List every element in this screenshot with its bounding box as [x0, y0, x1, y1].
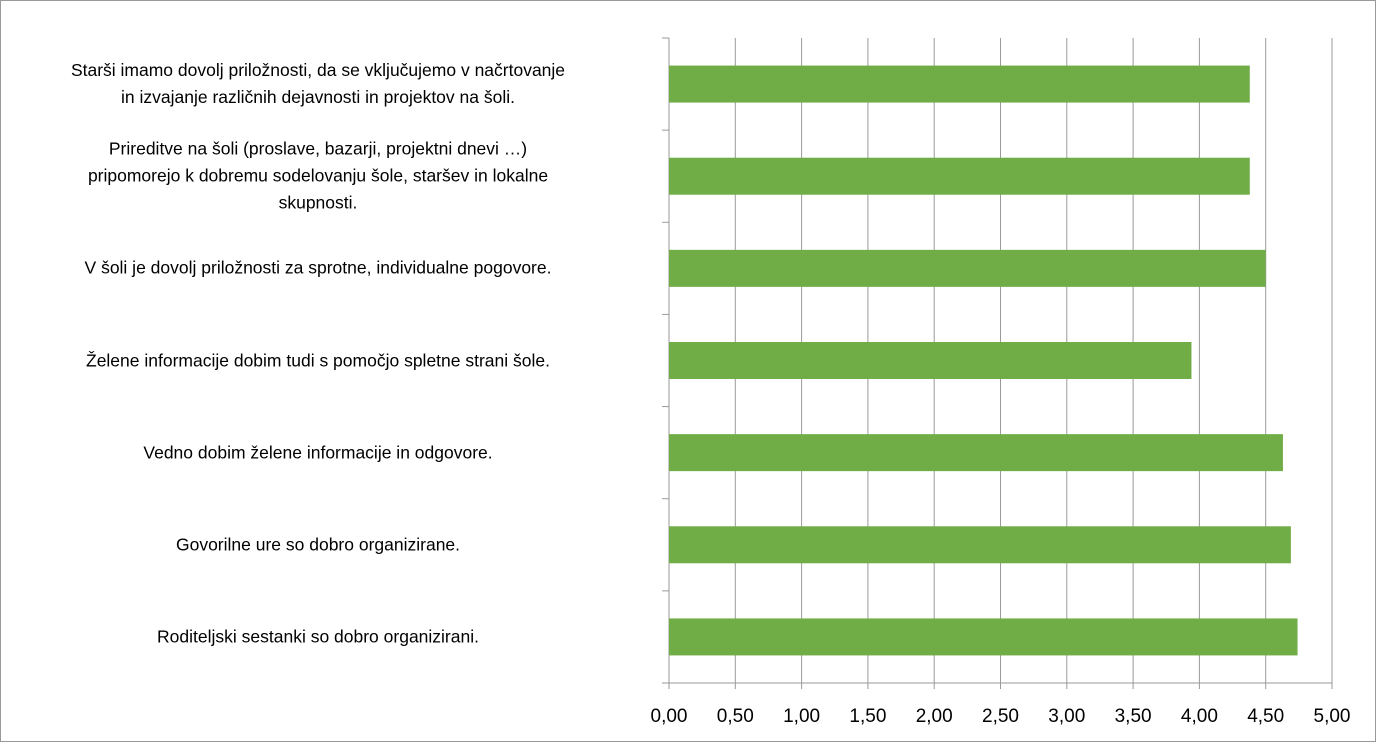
x-tick-label: 0,00	[651, 706, 688, 727]
x-tick-label: 0,50	[717, 706, 754, 727]
bar	[669, 434, 1283, 472]
y-tick-label: Roditeljski sestanki so dobro organizira…	[157, 626, 479, 647]
x-tick-label: 3,00	[1048, 706, 1085, 727]
y-tick-label: Govorilne ure so dobro organizirane.	[175, 534, 461, 555]
x-tick-label: 1,00	[783, 706, 820, 727]
bar	[669, 65, 1250, 103]
bar	[669, 249, 1266, 287]
bar	[669, 618, 1298, 656]
bar	[669, 526, 1291, 564]
y-tick-label: V šoli je dovolj priložnosti za sprotne,…	[84, 257, 552, 278]
x-tick-label: 2,00	[916, 706, 953, 727]
y-tick-label: Vedno dobim želene informacije in odgovo…	[143, 442, 493, 463]
x-tick-label: 3,50	[1115, 706, 1152, 727]
bar	[669, 342, 1192, 379]
y-tick-label: Starši imamo dovolj priložnosti, da se v…	[70, 60, 566, 108]
x-tick-label: 2,50	[982, 706, 1019, 727]
x-tick-label: 1,50	[849, 706, 886, 727]
y-tick-label: Prireditve na šoli (proslave, bazarji, p…	[87, 138, 549, 213]
bar	[669, 157, 1250, 195]
y-tick-label: Želene informacije dobim tudi s pomočjo …	[86, 350, 550, 370]
x-tick-label: 5,00	[1314, 706, 1351, 727]
x-tick-label: 4,50	[1247, 706, 1284, 727]
x-tick-label: 4,00	[1181, 706, 1218, 727]
